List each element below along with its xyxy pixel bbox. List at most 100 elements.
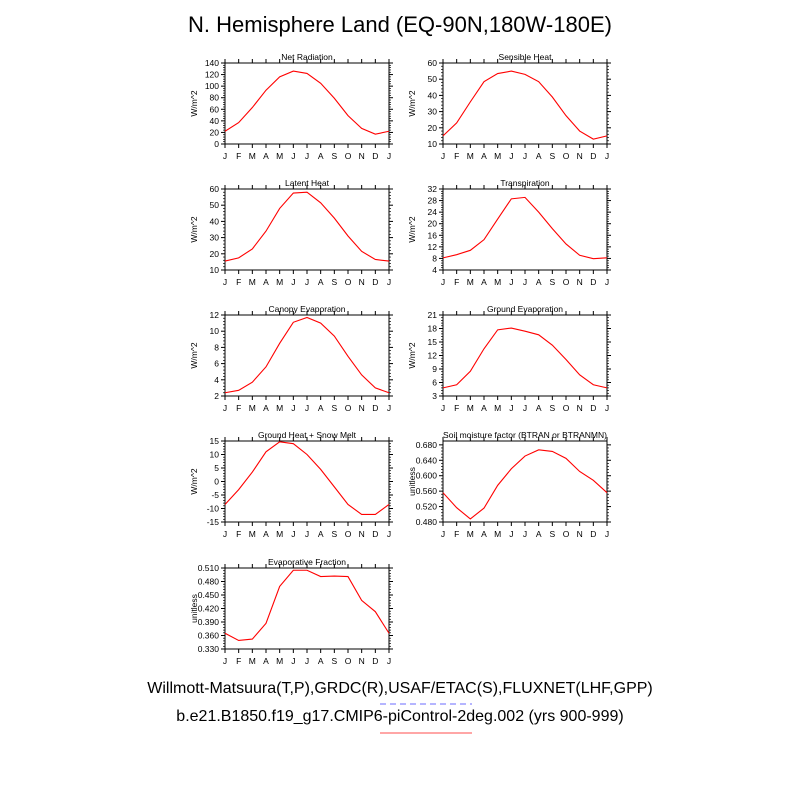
panel-title: Soil moisture factor (BTRAN or BTRANMN)	[443, 430, 607, 440]
x-tick-label: S	[331, 656, 337, 666]
x-tick-label: S	[549, 277, 555, 287]
y-tick-label: -5	[211, 490, 219, 500]
x-tick-label: M	[276, 529, 283, 539]
x-tick-label: F	[236, 656, 241, 666]
y-tick-label: 2	[214, 391, 219, 401]
x-tick-label: J	[441, 151, 445, 161]
plot-frame	[224, 188, 390, 271]
x-tick-label: M	[276, 277, 283, 287]
x-tick-label: M	[494, 403, 501, 413]
x-tick-label: J	[441, 277, 445, 287]
x-tick-label: D	[590, 529, 596, 539]
y-axis-label: W/m^2	[407, 342, 417, 368]
x-tick-label: J	[387, 277, 391, 287]
x-tick-label: J	[223, 529, 227, 539]
x-tick-label: N	[359, 403, 365, 413]
x-tick-label: S	[549, 529, 555, 539]
y-tick-label: 0.520	[416, 502, 438, 512]
x-tick-label: J	[509, 277, 513, 287]
y-tick-label: 4	[214, 375, 219, 385]
y-tick-label: 0.450	[198, 590, 220, 600]
y-axis-label: W/m^2	[407, 216, 417, 242]
x-tick-label: A	[318, 151, 324, 161]
x-tick-label: A	[263, 151, 269, 161]
x-tick-label: D	[590, 277, 596, 287]
x-tick-label: F	[454, 151, 459, 161]
x-tick-label: N	[577, 277, 583, 287]
x-tick-label: J	[387, 403, 391, 413]
y-tick-label: 0.600	[416, 471, 438, 481]
x-tick-label: S	[331, 529, 337, 539]
x-tick-label: O	[345, 403, 352, 413]
y-tick-label: 30	[428, 107, 438, 117]
x-tick-label: D	[372, 403, 378, 413]
y-tick-label: 8	[432, 253, 437, 263]
x-tick-label: J	[223, 403, 227, 413]
x-tick-label: S	[549, 403, 555, 413]
x-tick-label: M	[276, 403, 283, 413]
x-tick-label: M	[249, 277, 256, 287]
x-tick-label: F	[236, 277, 241, 287]
y-tick-label: 6	[214, 359, 219, 369]
y-tick-label: 12	[428, 242, 438, 252]
y-axis-label: W/m^2	[189, 216, 199, 242]
x-tick-label: A	[481, 277, 487, 287]
y-tick-label: 60	[210, 184, 220, 194]
x-tick-label: N	[577, 403, 583, 413]
x-tick-label: J	[305, 656, 309, 666]
y-tick-label: 0	[214, 477, 219, 487]
x-tick-label: J	[291, 529, 295, 539]
x-tick-label: J	[605, 403, 609, 413]
x-tick-label: J	[605, 529, 609, 539]
x-tick-label: F	[236, 403, 241, 413]
y-tick-label: 0.680	[416, 440, 438, 450]
x-tick-label: N	[577, 529, 583, 539]
x-tick-label: J	[509, 529, 513, 539]
x-tick-label: M	[249, 529, 256, 539]
series-line	[442, 70, 608, 140]
x-tick-label: J	[387, 529, 391, 539]
y-tick-label: 60	[210, 104, 220, 114]
x-tick-label: D	[372, 656, 378, 666]
y-tick-label: 0.390	[198, 617, 220, 627]
y-tick-label: 15	[428, 337, 438, 347]
panel-soil-moisture-factor-btran-or-btranmn-: Soil moisture factor (BTRAN or BTRANMN) u…	[407, 430, 611, 539]
y-tick-label: 4	[432, 265, 437, 275]
plot-frame	[224, 567, 390, 650]
panel-title: Ground Heat + Snow Melt	[258, 430, 357, 440]
y-axis-label: W/m^2	[189, 90, 199, 116]
y-tick-label: 20	[428, 219, 438, 229]
y-tick-label: 40	[210, 216, 220, 226]
y-tick-label: 10	[210, 265, 220, 275]
y-axis-label: W/m^2	[189, 468, 199, 494]
x-tick-label: M	[249, 403, 256, 413]
y-tick-label: 120	[205, 70, 219, 80]
x-tick-label: F	[454, 529, 459, 539]
y-tick-label: 20	[210, 249, 220, 259]
x-tick-label: J	[291, 151, 295, 161]
series-line	[224, 191, 390, 262]
y-axis-label: W/m^2	[407, 90, 417, 116]
y-tick-label: 0.480	[416, 517, 438, 527]
x-tick-label: J	[523, 277, 527, 287]
y-tick-label: -10	[207, 504, 220, 514]
plot-frame	[224, 62, 390, 145]
figure-title: N. Hemisphere Land (EQ-90N,180W-180E)	[188, 12, 612, 37]
x-tick-label: A	[263, 529, 269, 539]
x-tick-label: A	[536, 151, 542, 161]
x-tick-label: N	[359, 529, 365, 539]
x-tick-label: J	[223, 656, 227, 666]
plot-frame	[442, 188, 608, 271]
x-tick-label: O	[345, 277, 352, 287]
y-tick-label: 0	[214, 139, 219, 149]
x-tick-label: J	[291, 656, 295, 666]
x-tick-label: O	[345, 656, 352, 666]
x-tick-label: D	[372, 151, 378, 161]
y-tick-label: 10	[210, 326, 220, 336]
model-case-line: b.e21.B1850.f19_g17.CMIP6-piControl-2deg…	[176, 708, 624, 725]
panel-evaporative-fraction: Evaporative Fraction unitless 0.330 0.360 0.…	[189, 557, 393, 666]
y-tick-label: 28	[428, 196, 438, 206]
